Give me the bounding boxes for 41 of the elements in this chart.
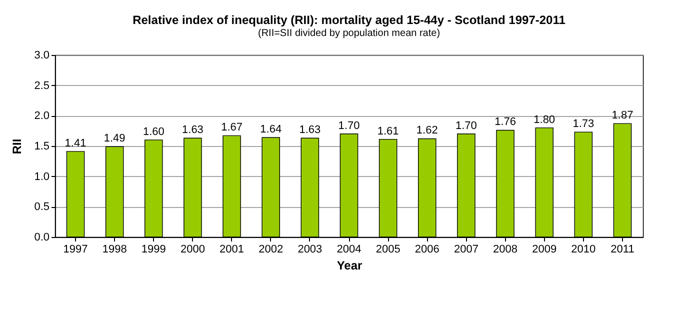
y-tick-label: 2.0 — [34, 110, 50, 122]
data-label: 1.73 — [572, 118, 594, 130]
data-label: 1.61 — [377, 125, 399, 138]
x-tick-label: 2011 — [610, 244, 634, 256]
y-tick-label: 3.0 — [34, 50, 50, 62]
data-label: 1.87 — [612, 110, 634, 122]
data-label: 1.63 — [299, 124, 321, 136]
x-tick-label: 1999 — [141, 244, 166, 256]
x-tick-label: 2004 — [336, 244, 362, 256]
data-label: 1.80 — [534, 114, 556, 126]
x-tick-label: 2001 — [220, 244, 244, 256]
x-tick-label: 2005 — [376, 244, 400, 256]
data-label: 1.63 — [182, 124, 204, 136]
data-label: 1.70 — [338, 120, 360, 132]
data-label: 1.70 — [456, 120, 477, 132]
y-axis-title: RII — [10, 138, 24, 154]
y-tick-label: 0.0 — [34, 232, 50, 244]
chart-subtitle: (RII=SII divided by population mean rate) — [258, 28, 440, 39]
x-tick-label: 2006 — [414, 244, 440, 256]
y-tick-label: 0.5 — [34, 201, 50, 214]
chart-title: Relative index of inequality (RII): mortality aged 15-44y - Scotland 1997-2011 — [132, 13, 566, 27]
data-label: 1.60 — [142, 126, 164, 138]
x-tick-label: 2010 — [571, 244, 596, 256]
y-tick-label: 1.5 — [34, 140, 50, 152]
data-label: 1.76 — [494, 116, 516, 128]
x-tick-label: 1998 — [102, 244, 127, 256]
y-tick-label: 2.5 — [34, 80, 50, 92]
x-tick-label: 2007 — [454, 244, 478, 256]
x-tick-label: 2003 — [298, 244, 322, 256]
data-label: 1.41 — [64, 137, 86, 150]
x-tick-label: 2008 — [493, 244, 518, 256]
x-tick-label: 2009 — [532, 244, 557, 256]
y-tick-label: 1.0 — [34, 170, 50, 183]
x-tick-label: 2002 — [258, 244, 284, 256]
data-label: 1.62 — [416, 124, 438, 137]
x-tick-label: 1997 — [63, 244, 88, 256]
data-label: 1.67 — [221, 122, 242, 134]
data-label: 1.64 — [260, 124, 282, 136]
x-tick-label: 2000 — [180, 244, 205, 256]
data-label: 1.49 — [104, 132, 126, 145]
x-axis-title: Year — [336, 258, 363, 272]
